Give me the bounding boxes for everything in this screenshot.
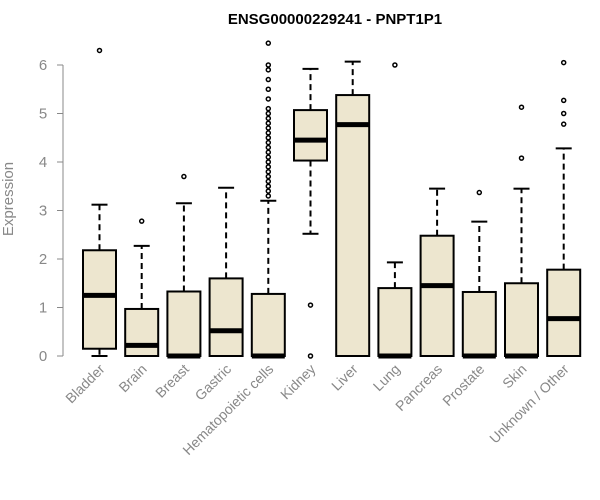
outlier-point — [265, 159, 272, 165]
outlier-point — [307, 353, 314, 359]
outlier-point — [518, 104, 525, 110]
iqr-box — [250, 292, 286, 358]
outlier-point — [265, 67, 272, 73]
iqr-box — [166, 290, 202, 357]
outlier-point — [560, 110, 567, 117]
outlier-point — [265, 110, 272, 117]
y-tick-label: 6 — [39, 57, 47, 74]
box-skin — [504, 104, 539, 359]
outlier-point — [265, 125, 272, 131]
outlier-point — [560, 121, 567, 127]
outlier-point — [265, 135, 272, 141]
outlier-point — [265, 188, 272, 194]
outlier-point — [265, 96, 272, 102]
x-tick-label: Unknown / Other — [486, 361, 572, 447]
box-gastric — [208, 186, 244, 357]
outlier-point — [265, 40, 272, 46]
iqr-box — [377, 287, 413, 358]
x-tick-label: Breast — [152, 361, 192, 401]
y-tick-label: 3 — [39, 203, 47, 220]
chart-title: ENSG00000229241 - PNPT1P1 — [228, 11, 442, 28]
iqr-box — [124, 307, 160, 357]
x-tick-label: Bladder — [62, 361, 108, 407]
outlier-point — [265, 144, 272, 151]
iqr-box — [419, 234, 455, 357]
outlier-point — [560, 59, 567, 66]
outlier-point — [265, 173, 272, 180]
iqr-box — [546, 268, 582, 358]
y-tick-label: 2 — [39, 251, 47, 268]
iqr-box — [504, 282, 539, 357]
outlier-point — [265, 86, 272, 92]
outlier-point — [265, 139, 272, 146]
box-hematopoietic-cells — [250, 40, 286, 359]
outlier-point — [265, 105, 272, 112]
boxes-group — [82, 40, 582, 359]
box-breast — [166, 173, 202, 359]
iqr-box — [335, 94, 371, 357]
outlier-point — [392, 62, 398, 68]
outlier-point — [265, 76, 272, 83]
outlier-point — [138, 218, 145, 224]
outlier-point — [476, 189, 483, 196]
outlier-point — [560, 97, 567, 104]
outlier-point — [265, 193, 272, 199]
outlier-point — [265, 120, 272, 126]
outlier-point — [265, 154, 272, 160]
box-unknown-other — [546, 59, 582, 358]
outlier-point — [265, 178, 272, 185]
x-tick-label: Liver — [328, 361, 361, 394]
x-tick-label: Prostate — [439, 361, 487, 409]
outlier-point — [265, 115, 272, 122]
iqr-box — [293, 109, 328, 162]
iqr-box — [82, 249, 117, 350]
box-brain — [124, 218, 160, 357]
y-axis: 0 1 2 3 4 5 6 — [39, 57, 64, 365]
x-tick-label: Kidney — [277, 361, 319, 403]
box-bladder — [82, 47, 117, 357]
outlier-point — [518, 155, 525, 161]
x-tick-label: Skin — [499, 361, 530, 392]
box-lung — [377, 62, 413, 359]
y-tick-label: 0 — [39, 348, 47, 365]
outlier-point — [265, 130, 272, 136]
y-axis-label: Expression — [0, 162, 17, 236]
iqr-box — [208, 277, 244, 357]
outlier-point — [265, 164, 272, 170]
box-liver — [335, 60, 371, 357]
box-kidney — [293, 67, 328, 359]
box-pancreas — [419, 187, 455, 357]
x-tick-label: Lung — [370, 361, 403, 394]
outlier-point — [307, 302, 314, 308]
outlier-point — [96, 47, 103, 54]
outlier-point — [265, 62, 272, 68]
outlier-point — [265, 183, 272, 189]
x-tick-label: Brain — [115, 361, 149, 395]
outlier-point — [265, 168, 272, 175]
outlier-point — [181, 173, 187, 180]
outlier-point — [265, 149, 272, 156]
y-tick-label: 4 — [39, 154, 47, 171]
box-prostate — [461, 189, 497, 359]
x-tick-label: Pancreas — [392, 361, 445, 414]
y-tick-label: 1 — [39, 300, 47, 317]
iqr-box — [461, 290, 497, 358]
y-tick-label: 5 — [39, 106, 47, 123]
